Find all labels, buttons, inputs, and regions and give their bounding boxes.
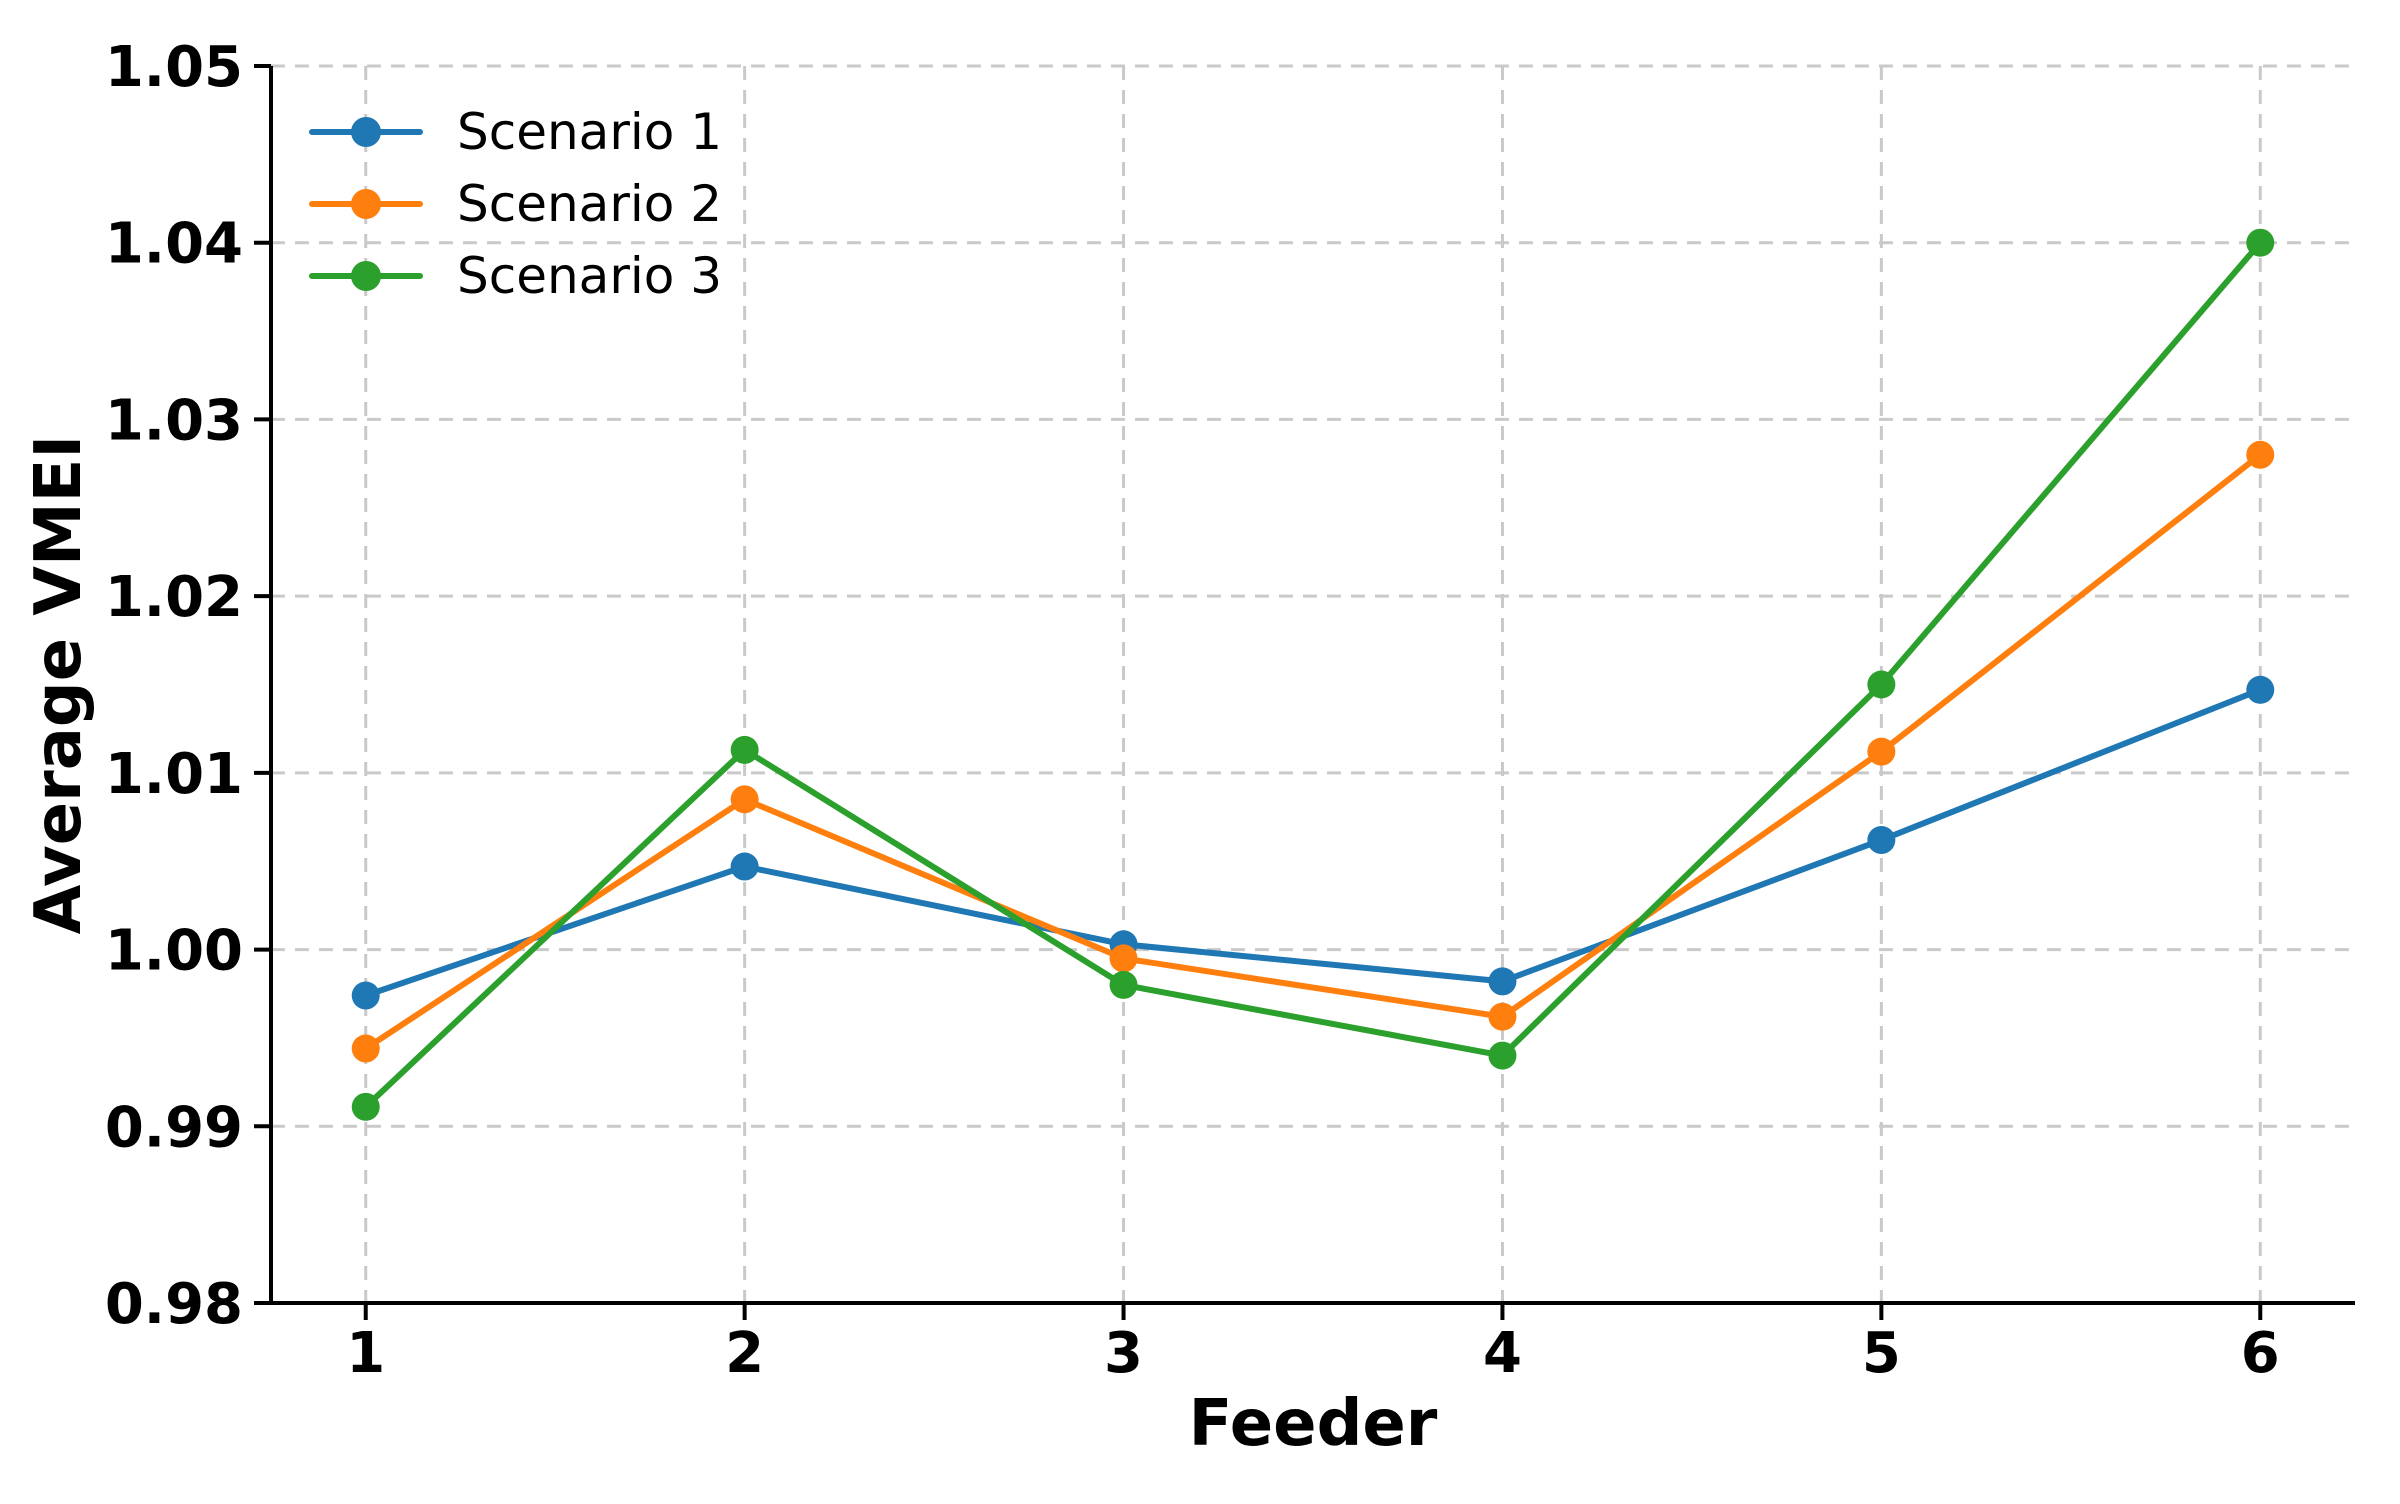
- y-tick-label: 1.03: [105, 388, 243, 453]
- marker-scenario-2-feeder-6: [2246, 440, 2275, 469]
- tick-marks-and-labels: 0.98 0.99 1.00 1.01 1.02 1.03 1.04 1.05 1 2 3 4 5 6: [105, 35, 2280, 1386]
- legend-marker: [351, 117, 381, 147]
- marker-scenario-3-feeder-6: [2246, 228, 2275, 257]
- y-tick-label: 0.99: [105, 1095, 243, 1160]
- y-tick-label: 1.04: [105, 212, 243, 277]
- legend-label: Scenario 1: [457, 103, 722, 161]
- x-axis-label: Feeder: [1189, 1387, 1438, 1461]
- y-tick-label: 0.98: [105, 1272, 243, 1337]
- y-tick-label: 1.00: [105, 919, 243, 984]
- series-line-scenario-1: [362, 686, 2264, 999]
- marker-scenario-2-feeder-4: [1488, 1002, 1517, 1031]
- legend-marker: [351, 261, 381, 291]
- marker-scenario-2-feeder-1: [351, 1034, 380, 1063]
- marker-scenario-2-feeder-3: [1109, 944, 1138, 973]
- x-tick-label: 3: [1104, 1321, 1143, 1386]
- marker-scenario-3-feeder-3: [1109, 970, 1138, 999]
- gridlines: [271, 64, 2355, 1303]
- x-tick-label: 5: [1862, 1321, 1901, 1386]
- x-tick-label: 2: [725, 1321, 764, 1386]
- marker-scenario-2-feeder-5: [1867, 737, 1896, 766]
- marker-scenario-1-feeder-5: [1867, 826, 1896, 855]
- marker-scenario-1-feeder-6: [2246, 675, 2275, 704]
- marker-scenario-2-feeder-2: [730, 785, 759, 814]
- y-axis-label: Average VMEI: [22, 435, 96, 934]
- legend-label: Scenario 2: [457, 175, 722, 233]
- marker-scenario-3-feeder-5: [1867, 670, 1896, 699]
- marker-scenario-1-feeder-2: [730, 852, 759, 881]
- legend-item-scenario-2: Scenario 2: [309, 175, 722, 233]
- x-tick-label: 6: [2241, 1321, 2280, 1386]
- marker-scenario-3-feeder-2: [730, 735, 759, 764]
- legend-item-scenario-3: Scenario 3: [309, 247, 722, 305]
- marker-scenario-1-feeder-4: [1488, 967, 1517, 996]
- y-tick-label: 1.05: [105, 35, 243, 100]
- legend-marker: [351, 189, 381, 219]
- marker-scenario-3-feeder-1: [351, 1092, 380, 1121]
- legend-item-scenario-1: Scenario 1: [309, 103, 722, 161]
- series-line-scenario-2: [362, 451, 2264, 1052]
- x-tick-label: 1: [346, 1321, 385, 1386]
- legend: Scenario 1 Scenario 2 Scenario 3: [309, 103, 722, 305]
- axes: [269, 66, 2355, 1305]
- y-tick-label: 1.02: [105, 565, 243, 630]
- data-series: [351, 228, 2275, 1121]
- marker-scenario-1-feeder-1: [351, 981, 380, 1010]
- series-line-scenario-3: [362, 239, 2264, 1110]
- legend-label: Scenario 3: [457, 247, 722, 305]
- x-tick-label: 4: [1483, 1321, 1522, 1386]
- marker-scenario-3-feeder-4: [1488, 1041, 1517, 1070]
- y-tick-label: 1.01: [105, 742, 243, 807]
